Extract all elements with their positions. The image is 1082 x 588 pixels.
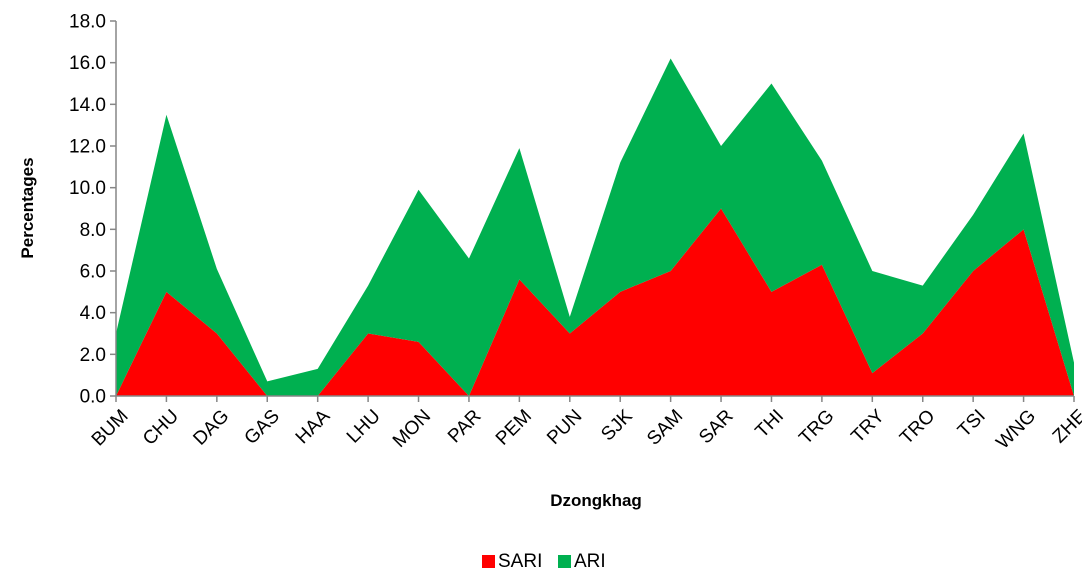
y-tick-label: 4.0 bbox=[80, 303, 106, 324]
x-tick-label: MON bbox=[389, 406, 435, 452]
legend-swatch-ari bbox=[558, 555, 571, 568]
y-tick-label: 0.0 bbox=[80, 387, 106, 408]
area-series-ari bbox=[116, 58, 1074, 396]
x-tick-label: GAS bbox=[241, 406, 284, 449]
x-axis-title: Dzongkhag bbox=[550, 491, 642, 510]
x-tick-label: BUM bbox=[88, 406, 133, 451]
x-tick-label: TSI bbox=[954, 406, 990, 442]
y-tick-label: 10.0 bbox=[69, 178, 106, 199]
x-tick-label: SAM bbox=[643, 406, 687, 450]
y-tick-label: 16.0 bbox=[69, 53, 106, 74]
y-tick-label: 8.0 bbox=[80, 220, 106, 241]
legend: SARI ARI bbox=[482, 551, 606, 572]
area-series-sari bbox=[116, 208, 1074, 396]
y-tick-label: 6.0 bbox=[80, 262, 106, 283]
x-tick-label: ZHE bbox=[1049, 406, 1082, 448]
legend-swatch-sari bbox=[482, 555, 495, 568]
x-tick-label: THI bbox=[752, 406, 788, 442]
x-tick-label: LHU bbox=[343, 406, 385, 448]
x-tick-label: TRG bbox=[795, 406, 838, 449]
x-axis-ticks: BUM CHU DAG GAS HAA LHU MON PAR PEM PUN SJK SAM SAR T… bbox=[88, 396, 1082, 453]
y-axis-title: Percentages bbox=[18, 157, 37, 258]
area-series-layer bbox=[116, 58, 1074, 396]
axes-layer bbox=[115, 21, 1074, 397]
x-tick-label: CHU bbox=[139, 406, 183, 450]
y-axis-ticks: 0.0 2.0 4.0 6.0 8.0 10.0 12.0 14.0 16.0 18.0 bbox=[69, 12, 116, 408]
x-tick-label: SJK bbox=[597, 406, 637, 446]
x-tick-label: PUN bbox=[543, 406, 586, 449]
x-tick-label: TRO bbox=[896, 406, 939, 449]
x-tick-label: PAR bbox=[444, 406, 485, 447]
y-tick-label: 18.0 bbox=[69, 12, 106, 33]
y-tick-label: 14.0 bbox=[69, 95, 106, 116]
legend-label-sari: SARI bbox=[498, 551, 542, 572]
y-tick-label: 2.0 bbox=[80, 345, 106, 366]
x-tick-label: PEM bbox=[492, 406, 536, 450]
y-tick-label: 12.0 bbox=[69, 137, 106, 158]
x-tick-label: TRY bbox=[847, 406, 889, 448]
legend-label-ari: ARI bbox=[574, 551, 606, 572]
x-tick-label: HAA bbox=[292, 406, 335, 449]
x-tick-label: WNG bbox=[992, 406, 1040, 454]
x-tick-label: DAG bbox=[189, 406, 233, 450]
x-tick-label: SAR bbox=[695, 406, 737, 448]
